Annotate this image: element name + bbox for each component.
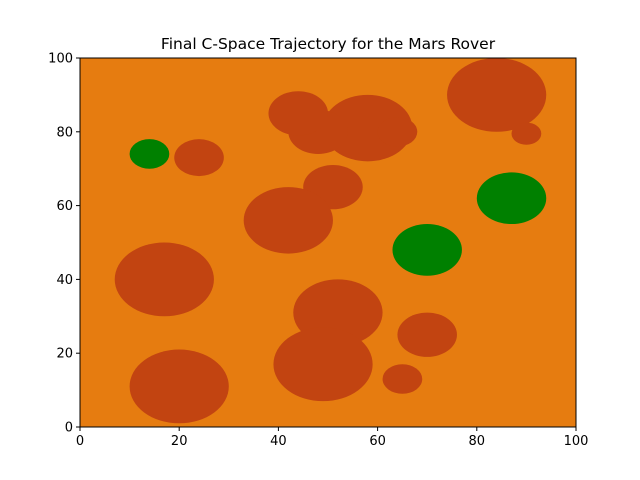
obstacle-6	[511, 122, 542, 145]
obstacle-12	[397, 312, 457, 357]
y-tick-label: 40	[56, 273, 73, 288]
green-region-2	[476, 172, 547, 225]
obstacle-10	[114, 242, 214, 317]
obstacle-3	[377, 117, 418, 147]
obstacle-13	[273, 327, 373, 402]
obstacle-7	[174, 139, 224, 177]
green-region-3	[392, 224, 462, 276]
y-tick-label: 100	[48, 52, 73, 67]
x-tick-label: 0	[76, 434, 84, 449]
obstacle-9	[243, 187, 333, 254]
plot-frame	[79, 57, 577, 428]
obstacle-1	[447, 58, 547, 132]
y-tick-label: 60	[56, 199, 73, 214]
y-tick-label: 80	[56, 125, 73, 140]
obstacle-15	[129, 349, 229, 424]
y-tick-label: 0	[65, 421, 73, 436]
x-tick-label: 60	[369, 434, 386, 449]
x-tick-label: 40	[270, 434, 287, 449]
obstacle-14	[382, 364, 423, 394]
y-tick-label: 20	[56, 347, 73, 362]
x-tick-label: 100	[564, 434, 589, 449]
x-tick-label: 20	[171, 434, 188, 449]
obstacle-5	[268, 91, 328, 136]
green-region-1	[129, 139, 170, 169]
chart-title: Final C-Space Trajectory for the Mars Ro…	[161, 35, 496, 53]
x-tick-label: 80	[469, 434, 486, 449]
